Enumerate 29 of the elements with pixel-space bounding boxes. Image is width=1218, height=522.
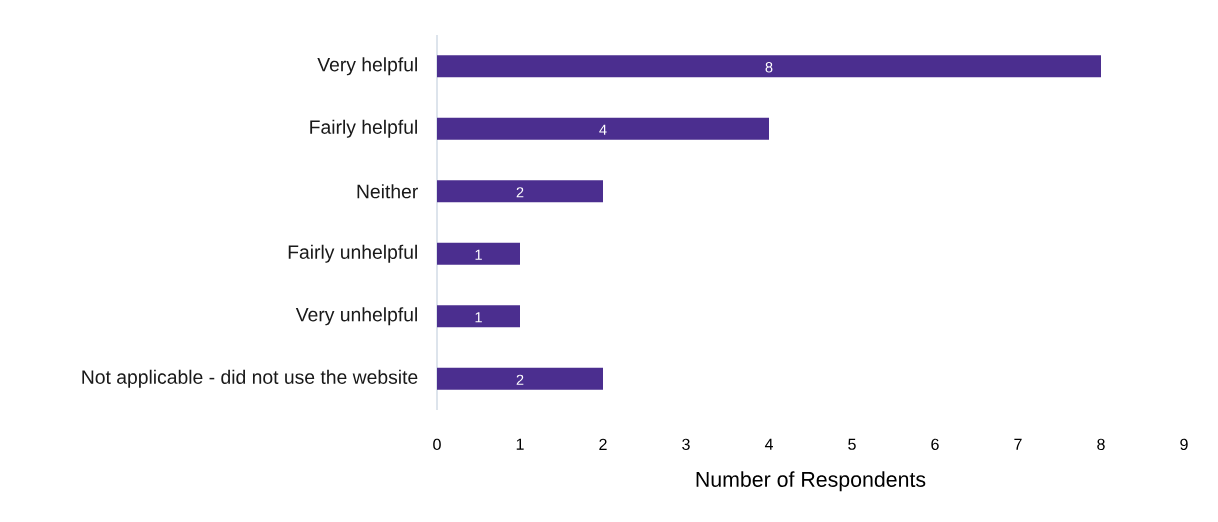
x-tick-label: 8: [1097, 438, 1105, 451]
data-label: 2: [516, 187, 524, 198]
y-tick-label: Very unhelpful: [295, 307, 417, 326]
data-label: 8: [765, 62, 773, 73]
x-tick-label: 2: [599, 438, 607, 450]
bar: [437, 242, 520, 265]
x-tick-label: 0: [433, 438, 441, 451]
x-tick-label: 4: [764, 438, 773, 450]
x-tick-label: 3: [682, 438, 690, 451]
bar: [437, 117, 769, 140]
data-label: 2: [516, 374, 524, 385]
bar: [437, 367, 603, 390]
bar: [437, 55, 1101, 78]
y-tick-label: Fairly unhelpful: [288, 244, 417, 263]
data-label: 1: [475, 312, 482, 323]
x-tick-label: 6: [931, 438, 939, 451]
data-label: 4: [599, 124, 607, 135]
y-tick-label: Very helpful: [317, 57, 417, 76]
bar: [437, 180, 603, 203]
x-tick-label: 7: [1014, 438, 1022, 450]
x-tick-label: 9: [1180, 438, 1188, 451]
data-label: 1: [475, 249, 482, 260]
y-tick-label: Neither: [357, 184, 418, 199]
bar: [437, 305, 520, 328]
y-tick-label: Not applicable - did not use the website: [82, 369, 418, 388]
y-tick-label: Fairly helpful: [310, 119, 417, 138]
x-tick-label: 5: [848, 438, 856, 450]
x-axis-title: Number of Respondents: [696, 471, 926, 492]
x-tick-label: 1: [516, 438, 524, 450]
